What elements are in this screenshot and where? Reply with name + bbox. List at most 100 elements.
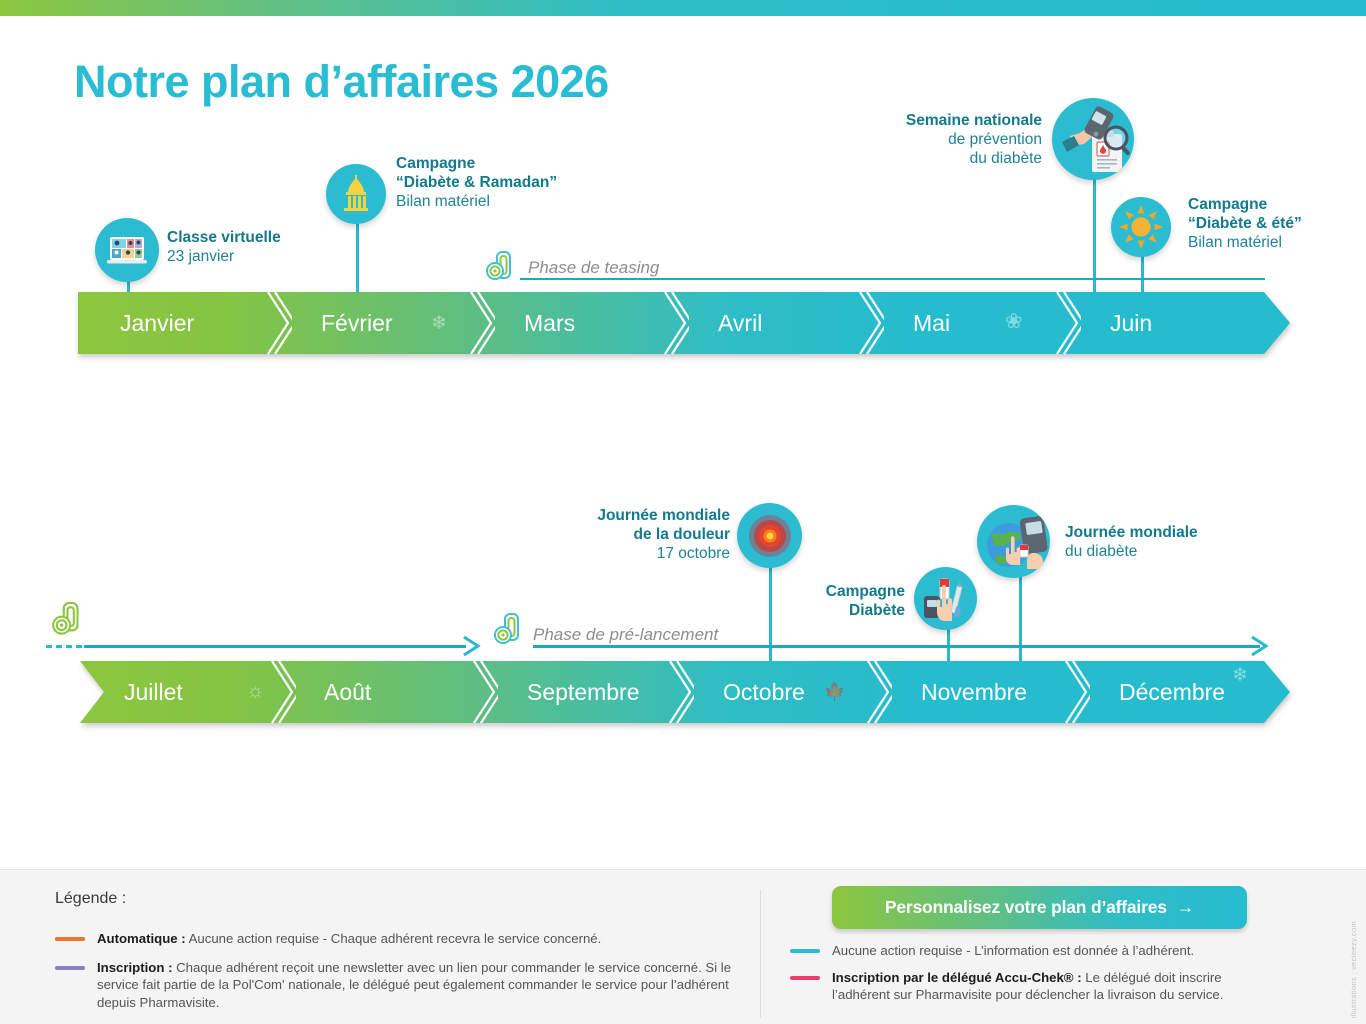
- month-label: Décembre: [1119, 678, 1226, 705]
- month-cell[interactable]: Mars: [482, 292, 676, 354]
- legend-color-swatch-purple: [55, 966, 85, 970]
- callout-line: du diabète: [1065, 542, 1138, 560]
- month-cell[interactable]: Janvier: [78, 292, 279, 354]
- callout-line: Campagne: [825, 583, 905, 600]
- legend-item-inscription: Inscription : Chaque adhérent reçoit une…: [55, 959, 745, 1011]
- month-label: Janvier: [120, 309, 195, 336]
- legend-item-inscription-delegue: Inscription par le délégué Accu-Chek® : …: [790, 969, 1270, 1004]
- badge-sun-icon: [1111, 197, 1171, 257]
- month-cell[interactable]: Mai ❀: [871, 292, 1068, 354]
- prelaunch-arrow-mid-icon: [462, 634, 484, 663]
- page-title: Notre plan d’affaires 2026: [74, 56, 609, 107]
- pain-target-icon: [748, 514, 791, 557]
- legend-divider: [760, 890, 761, 1018]
- legend-body: Chaque adhérent reçoit une newsletter av…: [97, 960, 732, 1010]
- timeline-first-half: Janvier Février ❄ Mars Avril Mai ❀ Juin: [78, 292, 1290, 354]
- month-label: Avril: [718, 309, 763, 336]
- callout-line: “Diabète & été”: [1188, 214, 1302, 232]
- teasing-phase-label: Phase de teasing: [528, 258, 660, 277]
- prelaunch-line-right: [533, 645, 1260, 648]
- callout-line: Diabète: [849, 601, 905, 619]
- callout-line: Campagne: [1188, 196, 1268, 213]
- legend-item-automatique: Automatique : Aucune action requise - Ch…: [55, 930, 745, 947]
- callout-classe-virtuelle: Classe virtuelle 23 janvier: [167, 229, 281, 267]
- virtual-class-icon: [107, 237, 147, 264]
- glucometer-report-icon: [1062, 106, 1130, 172]
- legend-color-swatch-orange: [55, 937, 85, 941]
- callout-line: “Diabète & Ramadan”: [396, 173, 558, 191]
- callout-line: Bilan matériel: [1188, 233, 1282, 251]
- arrow-right-icon: →: [1176, 897, 1195, 917]
- stem-ramadan: [356, 214, 359, 296]
- top-accent-bar: [0, 0, 1366, 16]
- badge-globe-meter-icon: [977, 505, 1050, 578]
- month-label: Septembre: [527, 678, 640, 705]
- sun-icon: [1119, 205, 1163, 249]
- badge-glucometer-report-icon: [1052, 98, 1134, 180]
- teasing-phase-line: [520, 278, 1265, 280]
- badge-finger-prick-icon: [914, 567, 977, 630]
- callout-line: du diabète: [969, 149, 1042, 167]
- snowflake-icon: ❄: [431, 313, 447, 334]
- callout-line: Semaine nationale: [905, 112, 1042, 129]
- callout-journee-diabete: Journée mondiale du diabète: [1065, 524, 1198, 562]
- legend-term: Automatique :: [97, 931, 186, 946]
- month-cell[interactable]: Novembre: [879, 661, 1077, 723]
- stem-classe-virtuelle: [127, 268, 130, 296]
- month-cell[interactable]: Avril: [676, 292, 871, 354]
- callout-line: 23 janvier: [167, 247, 235, 265]
- stem-journee-douleur: [769, 560, 772, 665]
- legend-body: Le délégué doit inscrire l’adhérent sur …: [832, 970, 1224, 1003]
- stem-semaine-nationale: [1093, 170, 1096, 296]
- prelaunch-phase-label: Phase de pré-lancement: [533, 625, 719, 644]
- prelaunch-glucometer-start-icon: [50, 598, 86, 646]
- snowflake-icon: ❄: [1232, 665, 1248, 686]
- flower-icon: ❀: [1005, 310, 1023, 333]
- month-cell[interactable]: Septembre: [485, 661, 681, 723]
- legend-title: Légende :: [55, 890, 127, 907]
- callout-line: Bilan matériel: [396, 192, 490, 210]
- callout-semaine-nationale: Semaine nationale de prévention du diabè…: [790, 112, 1042, 168]
- month-cell[interactable]: Décembre ❄: [1077, 661, 1290, 723]
- badge-mosque-icon: [326, 164, 386, 224]
- callout-campagne-diabete: Campagne Diabète: [760, 583, 905, 621]
- month-label: Novembre: [921, 678, 1028, 705]
- month-cell[interactable]: Juillet ☼: [80, 661, 282, 723]
- callout-line: Classe virtuelle: [167, 229, 281, 246]
- callout-journee-douleur: Journée mondiale de la douleur 17 octobr…: [480, 507, 730, 563]
- teasing-glucometer-icon: [484, 248, 518, 282]
- month-cell[interactable]: Août: [282, 661, 485, 723]
- legend-term: Inscription par le délégué Accu-Chek® :: [832, 970, 1082, 985]
- legend-body: Aucune action requise - L’information es…: [832, 943, 1195, 958]
- month-label: Août: [324, 678, 372, 705]
- legend-item-aucune-action: Aucune action requise - L’information es…: [790, 942, 1270, 959]
- personnalisez-plan-button[interactable]: Personnalisez votre plan d’affaires →: [832, 886, 1247, 929]
- sun-small-icon: ☼: [246, 680, 265, 702]
- mosque-icon: [344, 175, 368, 211]
- callout-line: Campagne: [396, 155, 476, 172]
- stem-diabete-ete: [1141, 255, 1144, 296]
- legend-color-swatch-cyan: [790, 949, 820, 953]
- month-cell[interactable]: Février ❄: [279, 292, 482, 354]
- month-label: Mai: [913, 309, 951, 336]
- month-label: Février: [321, 309, 393, 336]
- legend-term: Inscription :: [97, 960, 173, 975]
- badge-pain-target-icon: [737, 503, 802, 568]
- legend-body: Aucune action requise - Chaque adhérent …: [185, 931, 602, 946]
- month-cell[interactable]: Octobre 🍁: [681, 661, 879, 723]
- prelaunch-dash-start: [46, 645, 82, 648]
- callout-line: Journée mondiale: [597, 507, 730, 524]
- timeline-second-half: Juillet ☼ Août Septembre Octobre 🍁 Novem…: [80, 661, 1290, 723]
- stem-journee-diabete: [1019, 573, 1022, 665]
- month-label: Juillet: [124, 678, 183, 705]
- leaf-icon: 🍁: [824, 682, 846, 701]
- month-cell[interactable]: Juin: [1068, 292, 1290, 354]
- prelaunch-arrow-end-icon: [1250, 634, 1272, 663]
- month-label: Mars: [524, 309, 576, 336]
- badge-virtual-class-icon: [95, 218, 159, 282]
- prelaunch-glucometer-icon: [492, 612, 526, 652]
- prelaunch-line-left: [84, 645, 466, 648]
- month-label: Octobre: [723, 678, 805, 705]
- callout-ramadan: Campagne “Diabète & Ramadan” Bilan matér…: [396, 155, 557, 211]
